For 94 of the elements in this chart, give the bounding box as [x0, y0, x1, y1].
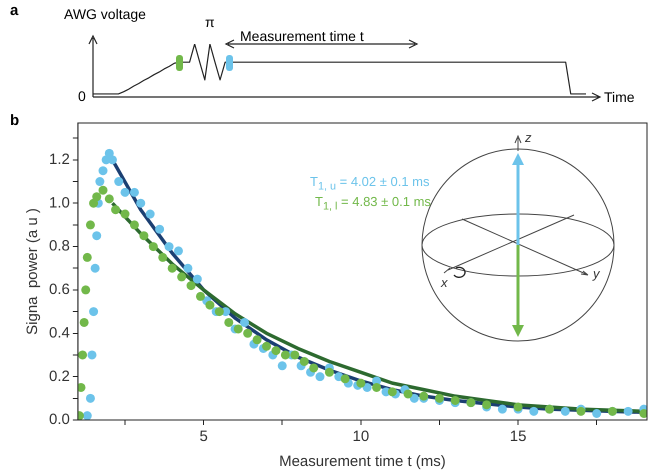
point [624, 406, 633, 416]
text: 0.0 [48, 411, 70, 428]
point [92, 192, 102, 202]
chart-title: a [10, 2, 18, 19]
x-tick-label: 10 [352, 428, 370, 446]
y-axis-title: AWG voltage [64, 6, 146, 22]
point [90, 264, 100, 273]
y-axis-title: Signa power (a u ) [24, 208, 42, 335]
y-tick-label: 0.6 [48, 281, 70, 298]
point [136, 198, 146, 208]
point [450, 396, 460, 405]
point [186, 281, 196, 290]
point [362, 382, 372, 392]
point [356, 378, 366, 388]
point [278, 361, 287, 370]
x-tick-label: 15 [510, 428, 526, 446]
point [130, 220, 139, 230]
point [324, 368, 334, 377]
point [234, 324, 243, 334]
annotation: z [525, 130, 532, 145]
point [196, 292, 205, 301]
point [434, 394, 444, 403]
point [89, 307, 98, 316]
point [404, 389, 413, 398]
point [214, 307, 224, 316]
point [104, 194, 114, 204]
point [205, 300, 214, 310]
point [243, 328, 252, 338]
point [592, 408, 602, 418]
point [309, 363, 318, 372]
point [95, 177, 104, 186]
text: π [205, 14, 215, 30]
point [98, 186, 108, 195]
x-axis-title: Time [604, 89, 635, 105]
text: 0 [78, 88, 86, 104]
point [81, 285, 90, 294]
point [164, 242, 174, 252]
annotation: T$_{1, l}$ = 4.83 ± 0.1 ms [315, 194, 431, 213]
point [114, 177, 124, 186]
point [482, 400, 492, 410]
y-tick-label: 1.0 [48, 194, 70, 212]
point [315, 372, 324, 382]
x-axis-title: Measurement time t (ms) [279, 453, 446, 470]
point [120, 210, 130, 219]
point [177, 272, 186, 282]
annotation: x [441, 275, 448, 290]
point [92, 231, 102, 240]
point [183, 264, 192, 273]
point [192, 274, 202, 284]
point [498, 404, 507, 414]
point [86, 220, 95, 230]
point [529, 406, 538, 416]
point [120, 188, 130, 197]
point [300, 356, 309, 366]
point [78, 350, 88, 360]
point [82, 411, 92, 420]
point [146, 210, 155, 219]
point [388, 387, 397, 396]
point [514, 402, 523, 412]
point [340, 374, 350, 384]
y-tick-label: 0.4 [48, 324, 70, 342]
point [158, 252, 168, 262]
point [639, 408, 647, 418]
point [88, 350, 96, 360]
point [111, 205, 120, 214]
point [148, 242, 158, 252]
point [78, 382, 86, 392]
chart-title: b [10, 112, 20, 129]
y-tick-label: 0.8 [48, 238, 70, 255]
point [155, 224, 164, 234]
point [252, 335, 262, 344]
point [240, 318, 250, 327]
x-tick-label: 5 [199, 428, 208, 446]
point [560, 406, 570, 416]
point [290, 350, 300, 360]
point [410, 394, 419, 403]
point [130, 188, 139, 197]
point [271, 346, 280, 356]
point [86, 394, 95, 403]
point [82, 252, 92, 262]
annotation: Measurement time t [240, 28, 364, 44]
point [139, 231, 148, 240]
point [280, 350, 290, 360]
point [224, 318, 234, 327]
point [262, 342, 272, 351]
y-tick-label: 1.2 [48, 150, 70, 168]
point [168, 264, 177, 273]
point [98, 166, 108, 176]
annotation: y [593, 266, 600, 281]
point [174, 246, 183, 256]
point [80, 318, 89, 327]
point [372, 382, 382, 392]
annotation: T$_{1, u}$ = 4.02 ± 0.1 ms [310, 174, 430, 193]
y-tick-label: 0.2 [48, 368, 70, 385]
